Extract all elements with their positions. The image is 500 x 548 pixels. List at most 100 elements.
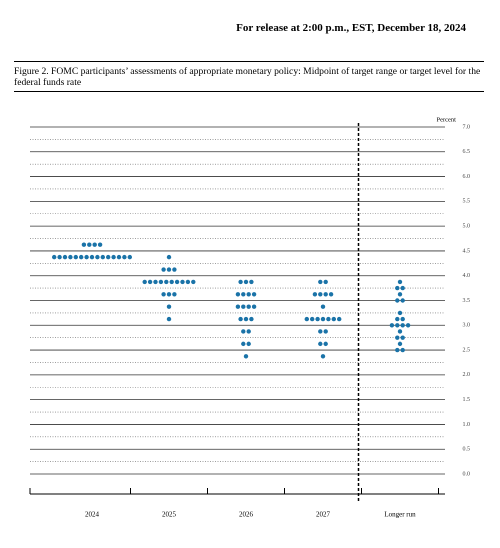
dot xyxy=(100,254,106,260)
dot xyxy=(166,316,172,322)
dot xyxy=(323,329,328,334)
y-tick-label: 3.0 xyxy=(463,323,471,329)
dot xyxy=(166,304,172,309)
dot xyxy=(147,279,153,285)
dot xyxy=(328,292,334,297)
dot xyxy=(246,329,251,334)
dot xyxy=(57,254,62,260)
dot xyxy=(318,292,323,297)
dot xyxy=(172,292,177,297)
x-tick-label: 2026 xyxy=(239,511,254,519)
x-tick-label: 2027 xyxy=(316,511,331,519)
dot xyxy=(79,254,84,260)
y-tick-label: 4.5 xyxy=(463,248,471,254)
dot xyxy=(185,279,191,285)
dot xyxy=(92,242,97,247)
dot xyxy=(81,242,87,247)
y-tick-label: 1.5 xyxy=(463,397,471,403)
dot xyxy=(164,279,169,285)
dot xyxy=(241,329,246,334)
dot xyxy=(73,254,79,260)
dot xyxy=(158,279,164,285)
dot xyxy=(400,323,405,328)
y-tick-label: 0.5 xyxy=(463,447,471,453)
dot xyxy=(246,304,251,309)
dot xyxy=(320,316,326,322)
dot xyxy=(68,254,73,260)
dot xyxy=(400,285,405,291)
dot xyxy=(400,335,405,340)
rule xyxy=(14,61,484,62)
dot xyxy=(320,354,326,359)
dot xyxy=(95,254,100,260)
dot xyxy=(397,341,403,347)
dot xyxy=(166,292,172,297)
dot xyxy=(249,316,254,322)
dot xyxy=(249,279,254,285)
dot xyxy=(243,354,249,359)
dot xyxy=(166,267,172,272)
dot xyxy=(238,316,243,322)
y-tick-label: 1.0 xyxy=(463,422,471,428)
dot xyxy=(318,279,323,285)
dot xyxy=(235,292,241,297)
y-tick-label: 6.0 xyxy=(463,174,471,180)
dot xyxy=(127,254,132,260)
dot xyxy=(395,298,400,303)
dot xyxy=(320,304,326,309)
dot xyxy=(318,329,323,334)
dot xyxy=(97,242,103,247)
dot xyxy=(142,279,147,285)
dot xyxy=(87,242,92,247)
dot xyxy=(326,316,331,322)
dot xyxy=(235,304,241,309)
x-tick-label: 2024 xyxy=(85,511,100,519)
y-tick-label: 2.0 xyxy=(463,372,471,378)
dot xyxy=(395,323,400,328)
dot xyxy=(400,298,405,303)
dot xyxy=(161,292,166,297)
dot xyxy=(395,335,400,340)
dot xyxy=(251,304,257,309)
dot xyxy=(397,329,403,334)
x-tick-label: Longer run xyxy=(384,511,416,519)
dot xyxy=(337,316,342,322)
y-tick-label: 5.0 xyxy=(463,224,471,230)
dot xyxy=(389,323,395,328)
dot xyxy=(241,304,246,309)
dot xyxy=(106,254,111,260)
dot xyxy=(161,267,166,272)
dot xyxy=(243,279,249,285)
dot xyxy=(243,316,249,322)
dot xyxy=(331,316,336,322)
dot xyxy=(323,292,328,297)
dot xyxy=(89,254,95,260)
dot xyxy=(397,310,403,316)
dot xyxy=(304,316,309,322)
dot xyxy=(84,254,89,260)
dot xyxy=(166,254,172,260)
y-tick-label: 7.0 xyxy=(463,124,471,130)
dot xyxy=(246,341,251,347)
dot xyxy=(397,279,403,285)
dot xyxy=(400,316,405,322)
dot xyxy=(397,292,403,297)
dot xyxy=(174,279,180,285)
dot xyxy=(318,341,323,347)
dot xyxy=(169,279,174,285)
dot xyxy=(405,323,411,328)
y-tick-label: 2.5 xyxy=(463,347,471,353)
dot xyxy=(172,267,177,272)
dot xyxy=(395,316,400,322)
dot xyxy=(52,254,57,260)
dot xyxy=(246,292,251,297)
figure-caption: Figure 2. FOMC participants’ assessments… xyxy=(14,66,484,92)
dot xyxy=(312,292,318,297)
dot xyxy=(310,316,315,322)
y-tick-label: 4.0 xyxy=(463,273,471,279)
dot xyxy=(323,341,328,347)
dot xyxy=(395,285,400,291)
dot xyxy=(122,254,127,260)
